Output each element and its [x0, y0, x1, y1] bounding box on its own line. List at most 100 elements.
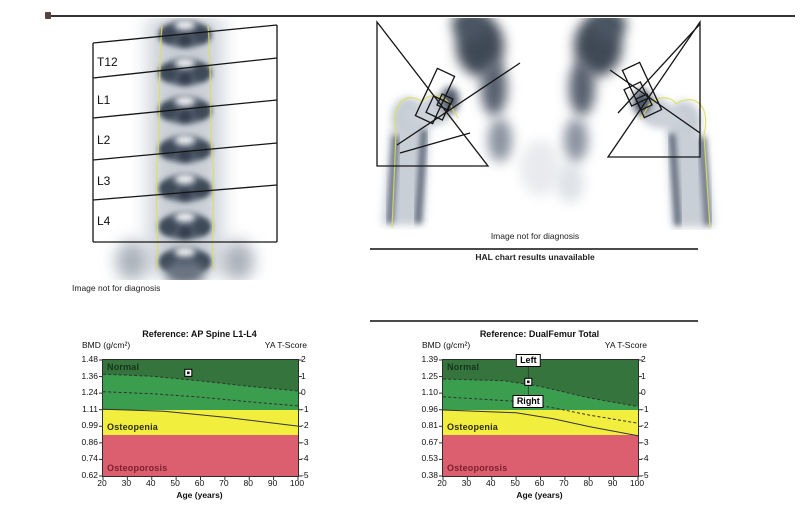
age-tick-label: 100 — [629, 478, 645, 488]
upper-normal-band — [103, 360, 298, 391]
bmd-tick-label: 0.62 — [81, 470, 98, 480]
bmd-tick-label: 0.86 — [81, 436, 98, 447]
tscore-tick-label: -5 — [641, 470, 649, 480]
age-tick-label: 100 — [289, 478, 305, 488]
femur-reference-chart: Reference: DualFemur Total BMD (g/cm²) Y… — [400, 326, 660, 504]
bmd-tick-label: 0.53 — [421, 453, 438, 464]
zone-osteopenia — [443, 409, 638, 435]
bmd-tick-label: 0.96 — [421, 403, 438, 414]
reference-curve — [442, 396, 639, 424]
bmd-tick-label: 1.24 — [81, 387, 98, 398]
bmd-axis-unit: BMD (g/cm²) — [82, 340, 131, 350]
tscore-tick-label: 0 — [301, 387, 306, 398]
age-tick-label: 60 — [194, 478, 205, 488]
bmd-tick-label: 1.48 — [81, 354, 98, 364]
tscore-tick-label: -4 — [641, 453, 649, 464]
reference-curve — [102, 391, 299, 407]
age-tick-label: 80 — [243, 478, 253, 488]
bmd-tick-label: 0.81 — [421, 420, 438, 431]
tscore-axis-unit: YA T-Score — [264, 340, 307, 350]
pelvis-center-art — [520, 140, 584, 203]
region-label-l1: L1 — [97, 93, 111, 107]
data-marker-dot — [527, 380, 530, 384]
spine-xray-art — [116, 18, 254, 280]
age-tick-label: 60 — [534, 478, 545, 488]
region-label-t12: T12 — [97, 55, 118, 69]
age-tick-label: 90 — [267, 478, 278, 488]
chart-title: Reference: AP Spine L1-L4 — [142, 329, 257, 339]
divider-rule — [370, 248, 698, 250]
bmd-tick-label: 1.39 — [421, 354, 438, 364]
left-femur-roi-overlay — [376, 20, 521, 167]
age-tick-label: 40 — [486, 478, 496, 488]
age-tick-label: 20 — [97, 478, 107, 488]
age-tick-label: 30 — [461, 478, 472, 488]
age-tick-label: 20 — [437, 478, 447, 488]
age-tick-label: 30 — [121, 478, 132, 488]
tscore-tick-label: 1 — [641, 370, 646, 381]
age-tick-label: 90 — [607, 478, 618, 488]
plot-canvas — [439, 359, 642, 480]
age-tick-label: 70 — [559, 478, 569, 488]
bmd-tick-label: 0.99 — [81, 420, 98, 431]
femur-caption: Image not for diagnosis — [490, 231, 580, 241]
region-label-l2: L2 — [97, 133, 111, 147]
hal-note: HAL chart results unavailable — [475, 252, 595, 262]
chart-title: Reference: DualFemur Total — [479, 329, 600, 339]
bmd-tick-label: 1.11 — [82, 403, 98, 414]
tscore-tick-label: -3 — [641, 436, 649, 447]
plot-canvas — [99, 359, 302, 480]
tscore-tick-label: 2 — [641, 354, 646, 364]
age-tick-label: 80 — [583, 478, 593, 488]
tscore-tick-label: -4 — [301, 453, 309, 464]
page-top-rule — [47, 15, 795, 17]
tscore-tick-label: -3 — [301, 436, 309, 447]
reference-curve — [442, 409, 639, 437]
femur-scan-image — [376, 18, 714, 229]
spine-roi-overlay — [92, 24, 278, 243]
marker-label-left: Left — [516, 353, 541, 367]
tscore-tick-label: 0 — [641, 387, 646, 398]
plot-area: Left Right Normal Osteopenia Osteoporosis — [439, 353, 642, 480]
right-femur-roi-overlay — [606, 19, 701, 158]
bmd-tick-label: 0.38 — [421, 470, 438, 480]
bmd-tick-label: 1.10 — [421, 387, 438, 398]
reference-curve — [102, 408, 299, 427]
tscore-tick-label: -2 — [641, 420, 649, 431]
age-tick-label: 70 — [219, 478, 229, 488]
bmd-tick-label: 1.25 — [421, 370, 438, 381]
marker-label-right: Right — [512, 395, 544, 409]
spine-caption: Image not for diagnosis — [72, 283, 161, 293]
region-label-l3: L3 — [97, 174, 111, 188]
data-marker-dot — [187, 371, 190, 375]
x-axis-label: Age (years) — [516, 490, 563, 500]
tscore-tick-label: 1 — [301, 370, 306, 381]
scan-artifact — [45, 12, 51, 19]
tscore-tick-label: -5 — [301, 470, 309, 480]
tscore-tick-label: -1 — [301, 403, 309, 414]
zone-label: Osteoporosis — [107, 463, 168, 473]
bmd-axis-unit: BMD (g/cm²) — [422, 340, 471, 350]
upper-normal-band — [443, 360, 638, 407]
age-tick-label: 50 — [170, 478, 180, 488]
plot-area: Normal Osteopenia Osteoporosis — [99, 359, 302, 480]
bmd-tick-label: 0.67 — [421, 436, 438, 447]
zone-label: Normal — [447, 362, 480, 372]
tscore-tick-label: -1 — [641, 403, 649, 414]
zone-osteoporosis — [443, 434, 638, 476]
x-axis-label: Age (years) — [176, 490, 223, 500]
spine-scan-image: T12 L1 L2 L3 L4 — [92, 18, 278, 280]
reference-curve — [102, 373, 299, 392]
zone-osteoporosis — [103, 434, 298, 476]
zone-label: Osteopenia — [447, 422, 499, 432]
bmd-tick-label: 1.36 — [81, 370, 98, 381]
tscore-axis-unit: YA T-Score — [604, 340, 647, 350]
left-femur-xray-art — [382, 18, 512, 229]
divider-rule — [370, 320, 698, 322]
spine-reference-chart: Reference: AP Spine L1-L4 BMD (g/cm²) YA… — [60, 326, 320, 504]
zone-label: Osteoporosis — [447, 463, 508, 473]
tscore-tick-label: -2 — [301, 420, 309, 431]
bmd-tick-label: 0.74 — [81, 453, 98, 464]
right-femur-xray-art — [564, 18, 714, 229]
